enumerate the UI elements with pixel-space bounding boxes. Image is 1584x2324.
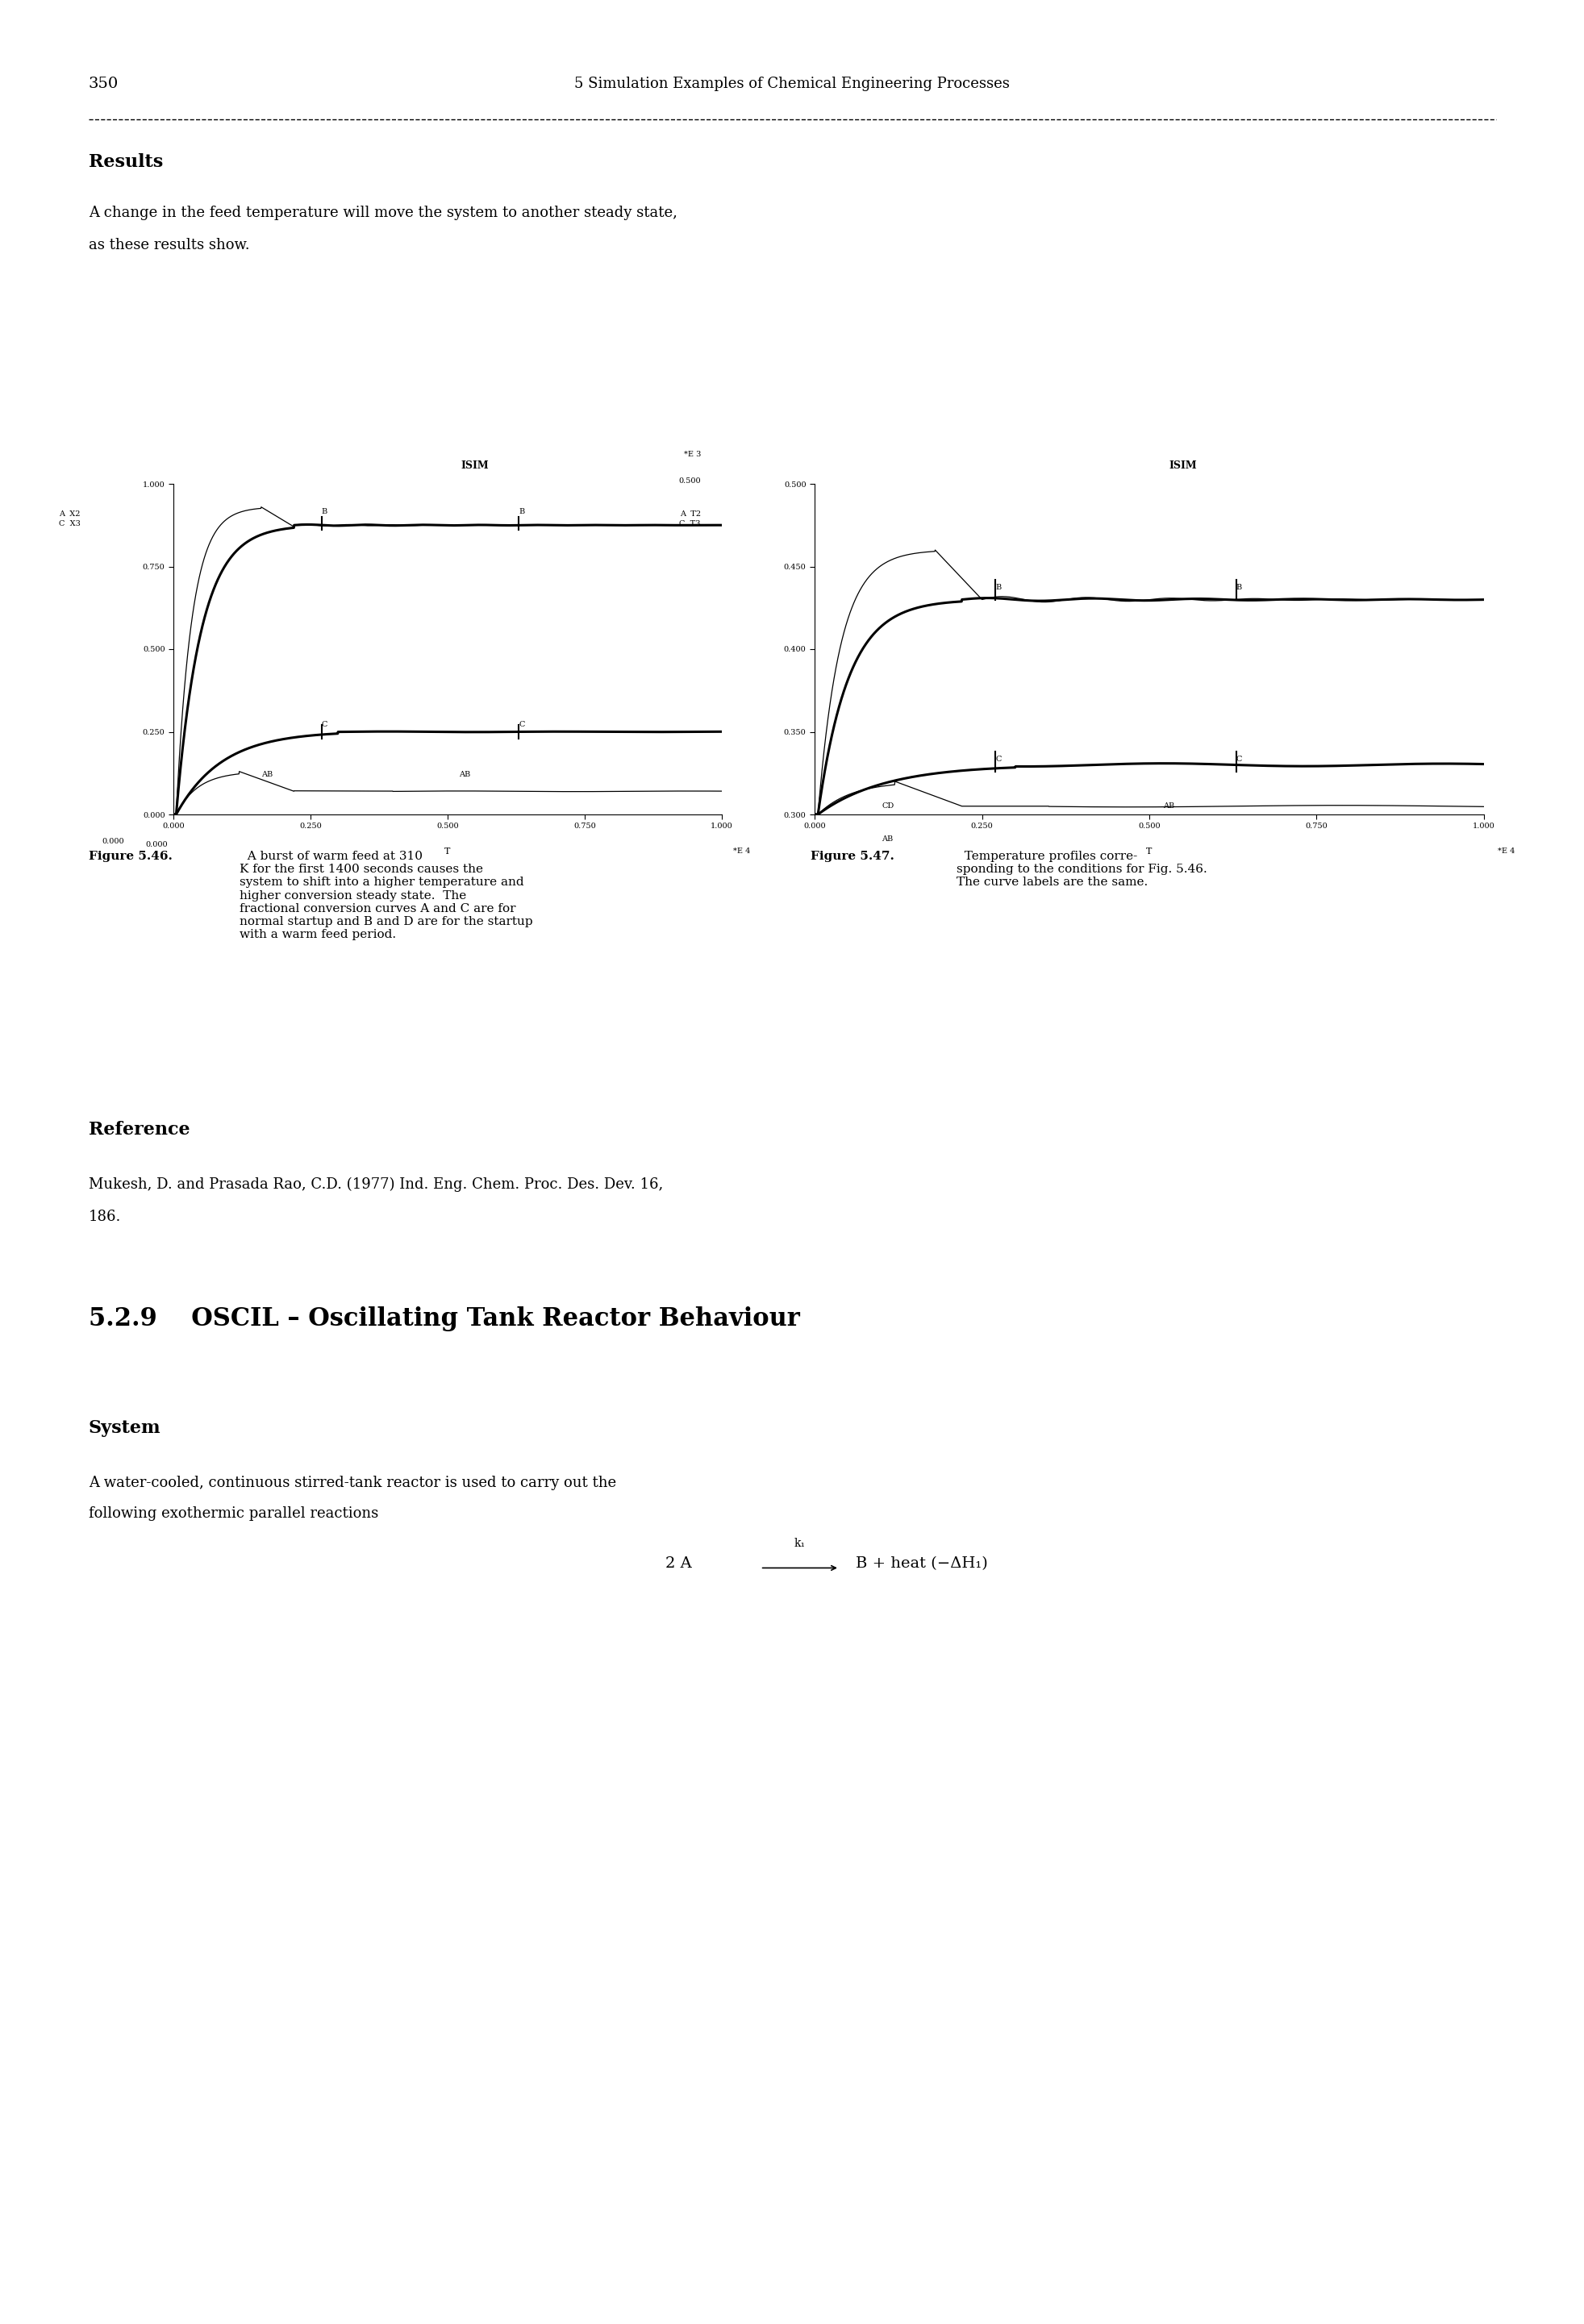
Text: following exothermic parallel reactions: following exothermic parallel reactions: [89, 1506, 379, 1520]
Text: A  T2
C  T3: A T2 C T3: [680, 511, 700, 528]
Text: *E 4: *E 4: [732, 848, 749, 855]
Text: B + heat (−ΔH₁): B + heat (−ΔH₁): [855, 1557, 987, 1571]
Text: as these results show.: as these results show.: [89, 237, 250, 253]
Text: B: B: [518, 509, 524, 516]
Text: C: C: [1236, 755, 1242, 762]
Text: T: T: [445, 848, 450, 855]
Text: C: C: [322, 720, 328, 727]
Text: Figure 5.46.: Figure 5.46.: [89, 851, 173, 862]
Text: B: B: [1236, 583, 1242, 590]
Text: A  X2
C  X3: A X2 C X3: [59, 511, 81, 528]
Text: k₁: k₁: [794, 1538, 805, 1550]
Text: B: B: [995, 583, 1001, 590]
Text: AB: AB: [881, 834, 892, 844]
Text: AB: AB: [1163, 802, 1174, 809]
Text: T: T: [1145, 848, 1152, 855]
Text: C: C: [995, 755, 1001, 762]
Text: Figure 5.47.: Figure 5.47.: [809, 851, 893, 862]
Text: Reference: Reference: [89, 1120, 190, 1139]
Text: System: System: [89, 1420, 162, 1436]
Text: 5 Simulation Examples of Chemical Engineering Processes: 5 Simulation Examples of Chemical Engine…: [573, 77, 1009, 91]
Text: 186.: 186.: [89, 1208, 122, 1225]
Text: Temperature profiles corre-
sponding to the conditions for Fig. 5.46.
The curve : Temperature profiles corre- sponding to …: [955, 851, 1207, 888]
Text: CD: CD: [881, 802, 893, 809]
Text: C: C: [518, 720, 524, 727]
Text: AB: AB: [261, 772, 272, 779]
Text: 0.000: 0.000: [101, 837, 124, 846]
Text: Results: Results: [89, 153, 163, 172]
Text: A burst of warm feed at 310
K for the first 1400 seconds causes the
system to sh: A burst of warm feed at 310 K for the fi…: [239, 851, 532, 941]
Text: ISIM: ISIM: [1169, 460, 1196, 469]
Text: B: B: [322, 509, 328, 516]
Text: 2 A: 2 A: [665, 1557, 691, 1571]
Text: 5.2.9    OSCIL – Oscillating Tank Reactor Behaviour: 5.2.9 OSCIL – Oscillating Tank Reactor B…: [89, 1306, 800, 1332]
Text: A change in the feed temperature will move the system to another steady state,: A change in the feed temperature will mo…: [89, 205, 676, 221]
Text: 350: 350: [89, 77, 119, 91]
Text: Mukesh, D. and Prasada Rao, C.D. (1977) Ind. Eng. Chem. Proc. Des. Dev. 16,: Mukesh, D. and Prasada Rao, C.D. (1977) …: [89, 1178, 662, 1192]
Text: ISIM: ISIM: [461, 460, 489, 469]
Text: *E 3: *E 3: [683, 451, 700, 458]
Text: A water-cooled, continuous stirred-tank reactor is used to carry out the: A water-cooled, continuous stirred-tank …: [89, 1476, 616, 1490]
Text: 0.000: 0.000: [146, 841, 168, 848]
Text: *E 4: *E 4: [1497, 848, 1514, 855]
Text: AB: AB: [458, 772, 470, 779]
Text: 0.500: 0.500: [678, 476, 700, 483]
